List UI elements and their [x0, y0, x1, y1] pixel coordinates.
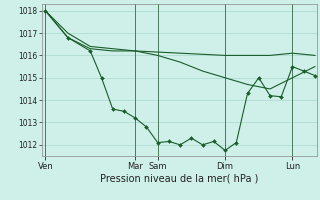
X-axis label: Pression niveau de la mer( hPa ): Pression niveau de la mer( hPa ) [100, 173, 258, 183]
